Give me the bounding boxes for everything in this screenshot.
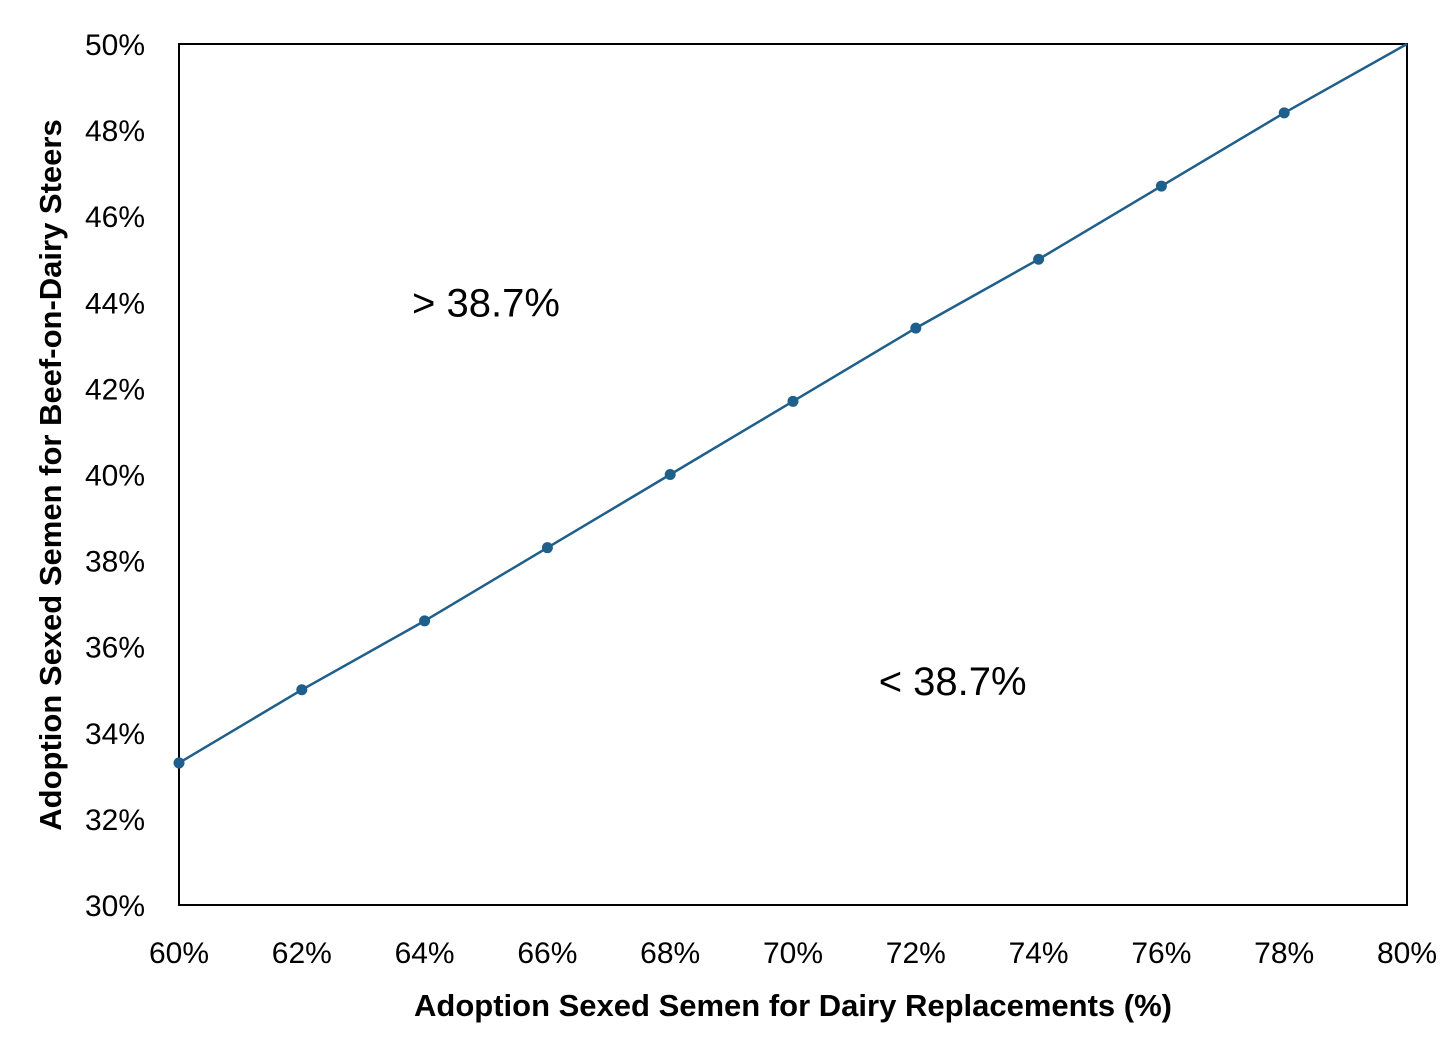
y-tick-label: 50%: [85, 29, 145, 62]
x-tick-label: 62%: [272, 937, 332, 970]
data-point: [173, 757, 185, 769]
x-tick-label: 72%: [886, 937, 946, 970]
data-point: [1278, 107, 1290, 119]
data-point: [541, 542, 553, 554]
y-tick-label: 40%: [85, 460, 145, 493]
annotation-layer: > 38.7% < 38.7%: [412, 281, 1027, 704]
y-tick-label: 36%: [85, 632, 145, 665]
data-point: [1155, 180, 1167, 192]
data-point: [296, 684, 308, 696]
x-axis-ticks: 60% 62% 64% 66% 68% 70% 72% 74% 76% 78% 80%: [149, 937, 1437, 970]
x-tick-label: 66%: [517, 937, 577, 970]
y-axis-ticks: 30% 32% 34% 36% 38% 40% 42% 44% 46% 48% 50%: [85, 29, 145, 923]
region-annotation: < 38.7%: [879, 660, 1027, 704]
x-tick-label: 70%: [763, 937, 823, 970]
x-tick-label: 74%: [1009, 937, 1069, 970]
y-axis-title: Adoption Sexed Semen for Beef-on-Dairy S…: [33, 119, 68, 830]
data-point: [787, 395, 799, 407]
y-tick-label: 46%: [85, 201, 145, 234]
y-tick-label: 42%: [85, 373, 145, 406]
x-tick-label: 68%: [640, 937, 700, 970]
x-tick-label: 76%: [1131, 937, 1191, 970]
x-tick-label: 78%: [1254, 937, 1314, 970]
series-layer: [173, 42, 1408, 769]
y-tick-label: 32%: [85, 804, 145, 837]
x-tick-label: 64%: [395, 937, 455, 970]
y-tick-label: 30%: [85, 890, 145, 923]
x-axis-title: Adoption Sexed Semen for Dairy Replaceme…: [414, 988, 1172, 1023]
y-tick-label: 44%: [85, 287, 145, 320]
data-point: [1033, 253, 1045, 265]
data-point: [910, 322, 922, 334]
x-tick-label: 60%: [149, 937, 209, 970]
x-tick-label: 80%: [1377, 937, 1437, 970]
y-tick-label: 38%: [85, 546, 145, 579]
data-point: [664, 469, 676, 480]
data-point: [419, 615, 431, 627]
region-annotation: > 38.7%: [412, 281, 560, 325]
y-tick-label: 48%: [85, 115, 145, 148]
plot-area: [178, 43, 1408, 906]
y-tick-label: 34%: [85, 718, 145, 751]
